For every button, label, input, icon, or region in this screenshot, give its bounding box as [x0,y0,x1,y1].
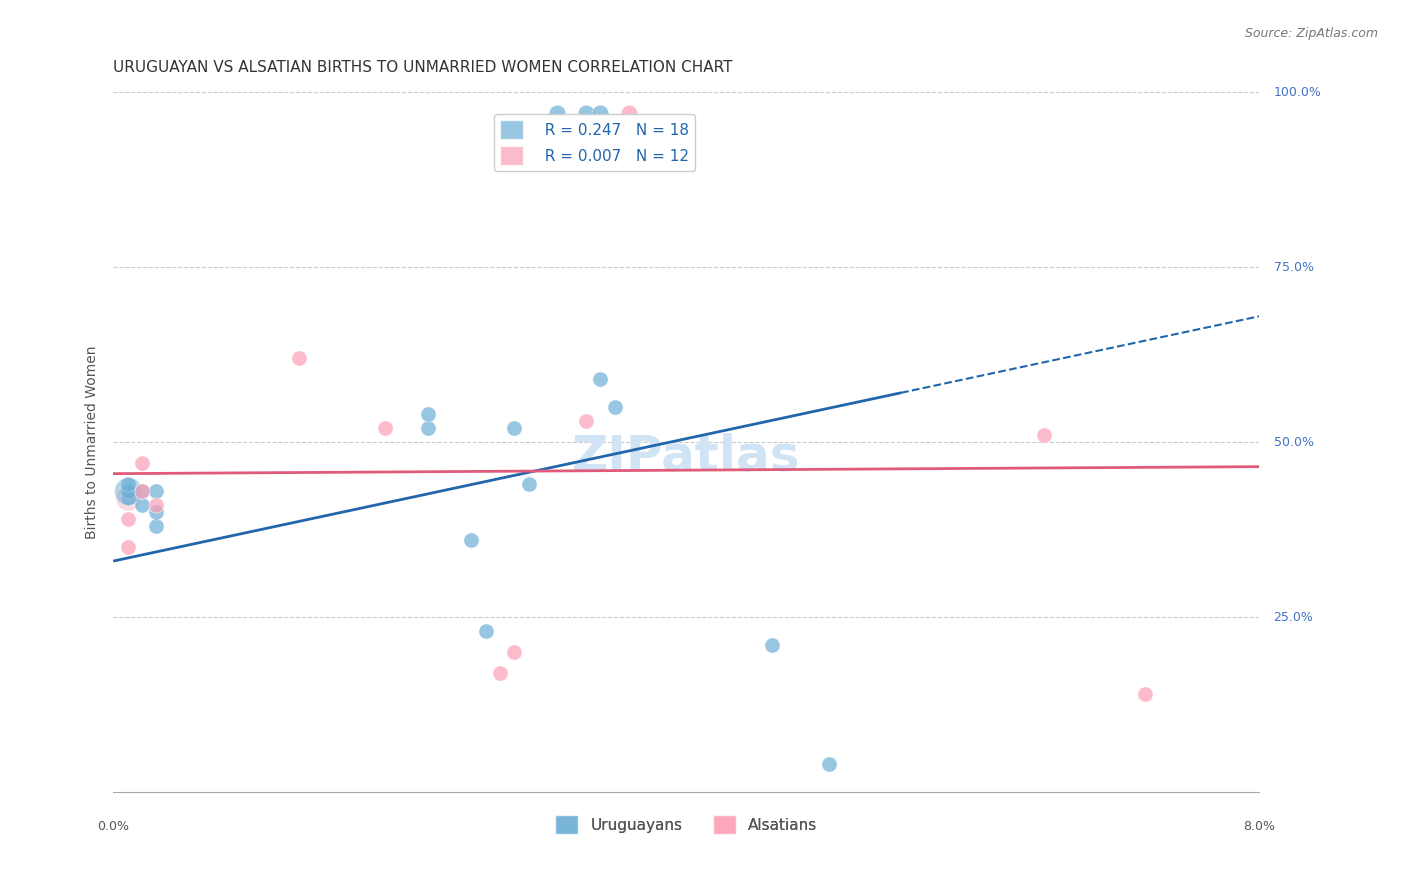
Point [117,484,139,499]
Point [117,512,139,526]
Point [1033,428,1056,442]
Point [131,498,153,512]
Text: ZIPatlas: ZIPatlas [572,432,800,480]
Point [131,484,153,499]
Point [460,533,482,548]
Point [589,372,612,386]
Point [603,401,626,415]
Point [575,414,598,428]
Point [418,421,440,435]
Point [818,756,841,771]
Point [474,624,496,638]
Point [117,491,139,505]
Point [145,505,167,519]
Point [617,106,640,120]
Point [517,477,540,491]
Text: 50.0%: 50.0% [1274,435,1313,449]
Text: Source: ZipAtlas.com: Source: ZipAtlas.com [1244,27,1378,40]
Point [575,106,598,120]
Point [145,498,167,512]
Point [546,106,568,120]
Point [117,540,139,554]
Point [489,665,512,680]
Point [1133,687,1156,701]
Text: URUGUAYAN VS ALSATIAN BIRTHS TO UNMARRIED WOMEN CORRELATION CHART: URUGUAYAN VS ALSATIAN BIRTHS TO UNMARRIE… [114,60,733,75]
Point [145,519,167,533]
Point [145,484,167,499]
Point [589,106,612,120]
Text: 75.0%: 75.0% [1274,260,1313,274]
Text: 25.0%: 25.0% [1274,610,1313,624]
Legend: Uruguayans, Alsatians: Uruguayans, Alsatians [550,809,824,840]
Text: 100.0%: 100.0% [1274,86,1322,99]
Point [117,491,139,505]
Point [131,456,153,470]
Y-axis label: Births to Unmarried Women: Births to Unmarried Women [86,345,100,539]
Text: 8.0%: 8.0% [1243,820,1275,833]
Point [374,421,396,435]
Point [761,638,783,652]
Point [288,351,311,366]
Point [117,484,139,499]
Point [131,484,153,499]
Point [117,477,139,491]
Point [418,407,440,421]
Text: 0.0%: 0.0% [97,820,129,833]
Point [503,421,526,435]
Point [503,645,526,659]
